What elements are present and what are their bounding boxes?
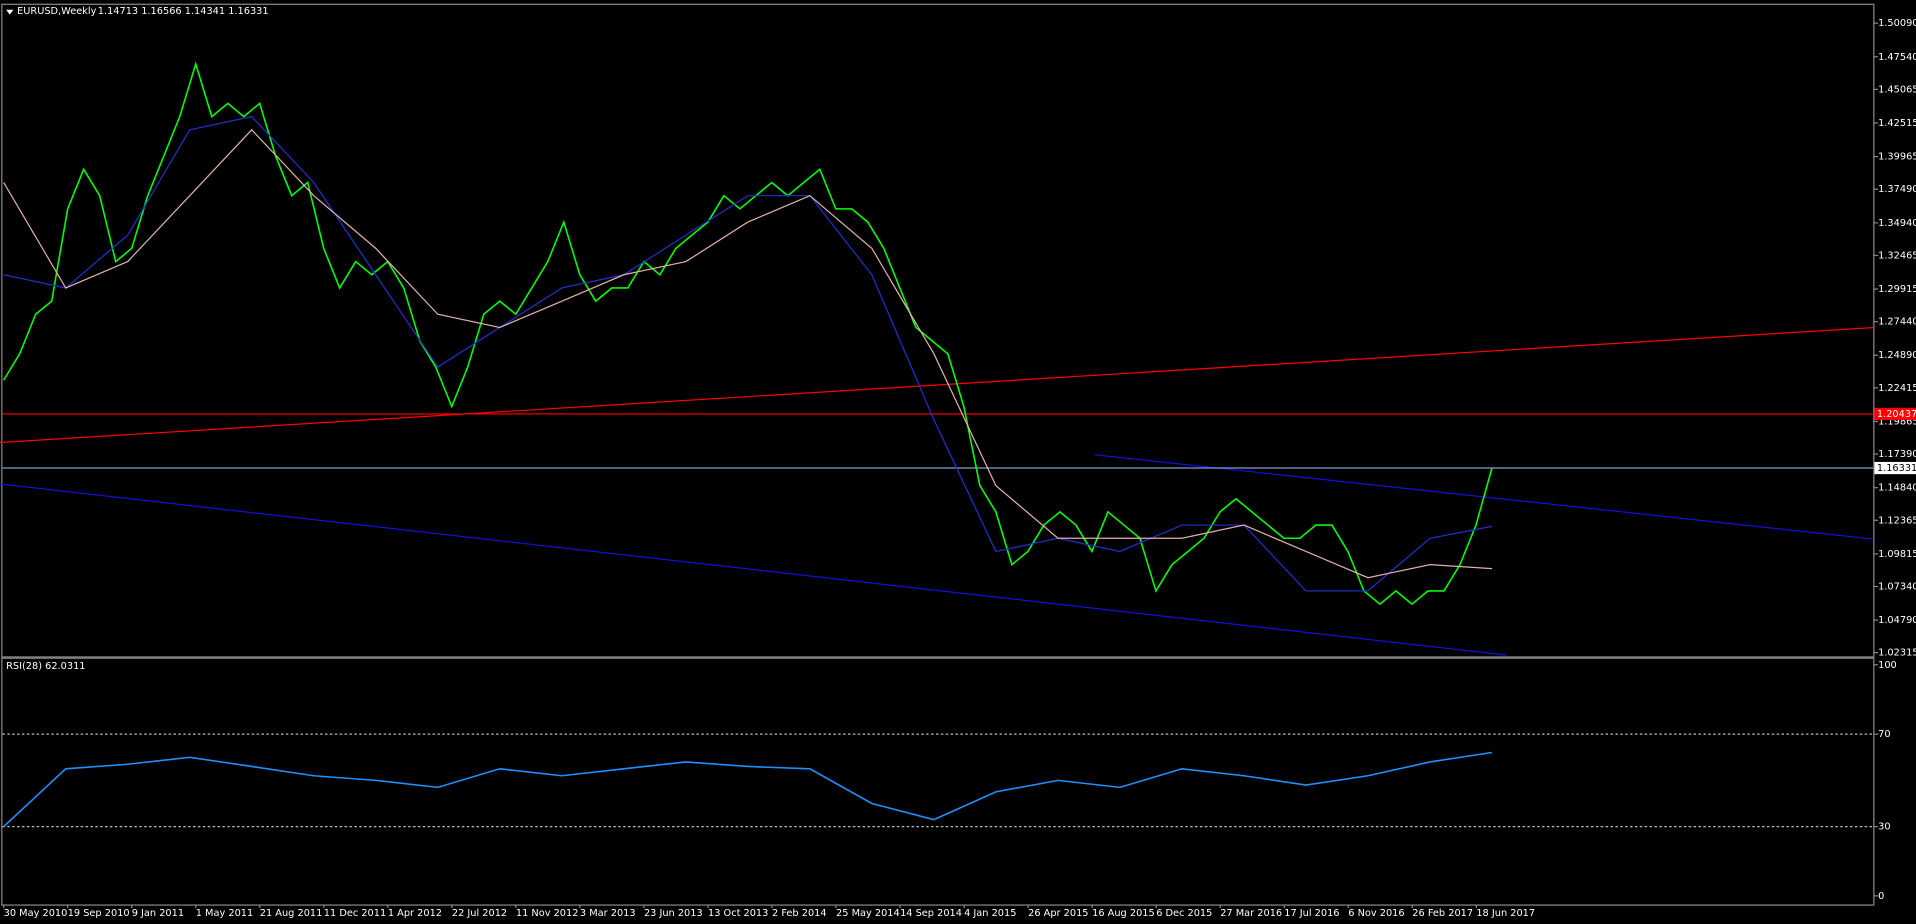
x-tick-label: 21 Aug 2011 xyxy=(260,908,323,919)
x-tick-label: 13 Oct 2013 xyxy=(708,908,768,919)
y-tick-label: 1.39965 xyxy=(1878,152,1916,163)
y-tick-label: 1.27440 xyxy=(1878,317,1916,328)
main-panel-frame xyxy=(1,3,1875,658)
y-tick-label: 1.09815 xyxy=(1878,549,1916,560)
price-flag-label: 1.16331 xyxy=(1877,463,1916,474)
y-tick-label: 0 xyxy=(1878,891,1884,902)
x-tick-label: 16 Aug 2015 xyxy=(1092,908,1155,919)
chart-subtitle: 1.14713 1.16566 1.14341 1.16331 xyxy=(98,6,269,17)
trendline xyxy=(0,483,1507,656)
y-tick-label: 100 xyxy=(1878,660,1897,671)
x-tick-label: 3 Mar 2013 xyxy=(580,908,636,919)
x-tick-label: 25 May 2014 xyxy=(836,908,900,919)
y-tick-label: 1.17390 xyxy=(1878,449,1916,460)
price-line xyxy=(2,61,1493,606)
rsi-title: RSI(28) 62.0311 xyxy=(6,661,85,672)
price-flag-label: 1.20437 xyxy=(1877,409,1916,420)
y-tick-label: 1.47540 xyxy=(1878,52,1916,63)
y-tick-label: 1.32465 xyxy=(1878,250,1916,261)
x-tick-label: 27 Mar 2016 xyxy=(1220,908,1282,919)
y-tick-label: 1.07340 xyxy=(1878,581,1916,592)
x-tick-label: 6 Nov 2016 xyxy=(1348,908,1404,919)
y-tick-label: 1.42515 xyxy=(1878,118,1916,129)
y-tick-label: 1.50090 xyxy=(1878,18,1916,29)
x-tick-label: 11 Nov 2012 xyxy=(516,908,579,919)
y-tick-label: 1.19865 xyxy=(1878,416,1916,427)
y-tick-label: 30 xyxy=(1878,822,1890,833)
x-tick-label: 2 Feb 2014 xyxy=(772,908,827,919)
y-tick-label: 1.45065 xyxy=(1878,84,1916,95)
x-tick-label: 6 Dec 2015 xyxy=(1156,908,1212,919)
x-tick-label: 18 Jun 2017 xyxy=(1476,908,1535,919)
price-flag xyxy=(1874,461,1916,475)
rsi-panel-frame xyxy=(1,657,1875,906)
y-tick-label: 1.34940 xyxy=(1878,218,1916,229)
price-flag xyxy=(1874,407,1916,421)
y-tick-label: 1.24890 xyxy=(1878,350,1916,361)
x-tick-label: 26 Feb 2017 xyxy=(1412,908,1473,919)
price-line xyxy=(3,751,1493,828)
x-tick-label: 22 Jul 2012 xyxy=(452,908,507,919)
y-tick-label: 1.12365 xyxy=(1878,515,1916,526)
x-tick-label: 17 Jul 2016 xyxy=(1284,908,1339,919)
x-tick-label: 30 May 2010 xyxy=(4,908,68,919)
menu-arrow[interactable] xyxy=(6,9,14,15)
chart-title: EURUSD,Weekly xyxy=(17,6,97,17)
x-tick-label: 23 Jun 2013 xyxy=(644,908,703,919)
x-tick-label: 26 Apr 2015 xyxy=(1028,908,1088,919)
x-tick-label: 14 Sep 2014 xyxy=(900,908,962,919)
x-tick-label: 9 Jan 2011 xyxy=(132,908,184,919)
y-tick-label: 1.22415 xyxy=(1878,383,1916,394)
x-tick-label: 1 Apr 2012 xyxy=(388,908,442,919)
y-tick-label: 1.29915 xyxy=(1878,284,1916,295)
y-tick-label: 1.14840 xyxy=(1878,483,1916,494)
price-line xyxy=(3,128,1493,579)
x-tick-label: 1 May 2011 xyxy=(196,908,253,919)
x-tick-label: 11 Dec 2011 xyxy=(324,908,386,919)
y-tick-label: 1.02315 xyxy=(1878,648,1916,659)
x-tick-label: 4 Jan 2015 xyxy=(964,908,1016,919)
trendline xyxy=(0,326,1874,444)
y-tick-label: 1.04790 xyxy=(1878,615,1916,626)
y-tick-label: 1.37490 xyxy=(1878,184,1916,195)
x-tick-label: 19 Sep 2010 xyxy=(68,908,130,919)
y-tick-label: 70 xyxy=(1878,729,1890,740)
